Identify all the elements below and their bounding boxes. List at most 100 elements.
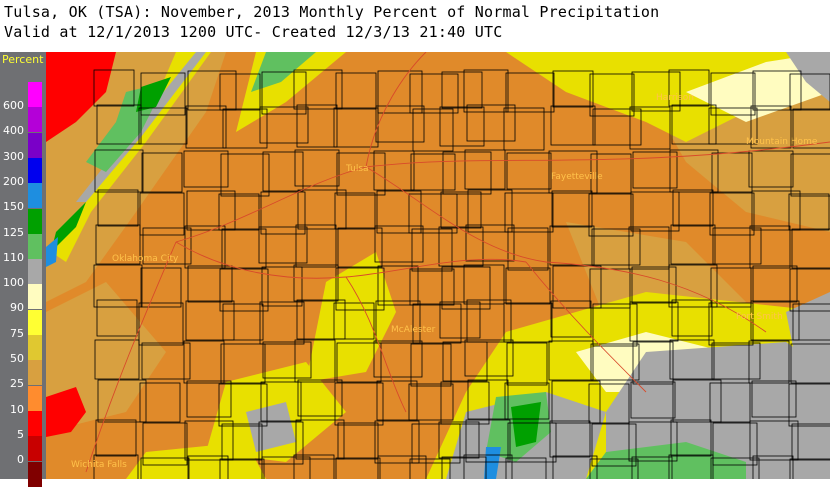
county-outline bbox=[750, 105, 792, 149]
county-outline bbox=[791, 228, 830, 269]
county-outline bbox=[438, 226, 484, 267]
legend-tick-label: 125 bbox=[3, 225, 24, 239]
field-lightyellow-northeast bbox=[686, 52, 830, 122]
county-outline bbox=[669, 149, 719, 193]
county-outline bbox=[187, 70, 237, 111]
county-outline bbox=[439, 106, 485, 147]
legend-swatch bbox=[28, 82, 42, 107]
county-outline bbox=[221, 228, 267, 269]
county-outline bbox=[748, 150, 794, 188]
legend-swatch bbox=[28, 183, 42, 209]
county-outline bbox=[441, 266, 491, 310]
county-outline bbox=[185, 105, 227, 149]
highway-line bbox=[365, 166, 767, 333]
county-outline bbox=[95, 419, 137, 457]
county-outline bbox=[671, 299, 713, 337]
legend-tick-label: 5 bbox=[17, 427, 24, 441]
county-outline bbox=[377, 455, 427, 479]
county-outline bbox=[138, 302, 184, 346]
county-outline bbox=[218, 193, 260, 231]
county-outline bbox=[788, 383, 830, 427]
county-outline bbox=[94, 149, 144, 193]
county-outline bbox=[465, 224, 515, 262]
county-outline bbox=[261, 71, 307, 115]
county-outline bbox=[548, 150, 598, 194]
legend-tick-label: 90 bbox=[10, 301, 24, 315]
county-outline bbox=[138, 107, 188, 145]
county-outline bbox=[293, 264, 339, 302]
legend-swatch bbox=[28, 335, 42, 360]
county-outline bbox=[548, 340, 594, 381]
county-outline bbox=[93, 69, 135, 107]
county-outline bbox=[293, 454, 335, 479]
county-outline bbox=[591, 423, 637, 467]
city-label: Wichita Falls bbox=[71, 460, 127, 470]
county-outline bbox=[505, 72, 555, 113]
county-outline bbox=[374, 420, 420, 464]
field-yellow-central bbox=[306, 252, 396, 382]
county-outline bbox=[504, 192, 554, 233]
county-outline bbox=[503, 302, 553, 343]
legend-tick-label: 100 bbox=[3, 276, 24, 290]
color-legend: Percent 600 400 300 200 150 125 110 100 90 75 50 25… bbox=[0, 52, 46, 487]
county-outline bbox=[589, 458, 639, 479]
county-outline bbox=[337, 422, 379, 460]
legend-swatch bbox=[28, 309, 42, 335]
field-green-streak bbox=[136, 77, 171, 112]
legend-title: Percent bbox=[2, 53, 44, 66]
county-outline bbox=[506, 152, 552, 190]
highway-lines bbox=[85, 52, 830, 473]
county-outline bbox=[334, 192, 376, 230]
county-outline bbox=[629, 301, 679, 342]
county-outline bbox=[258, 421, 304, 465]
county-outline bbox=[409, 73, 459, 114]
county-outline bbox=[184, 420, 234, 461]
county-outline bbox=[140, 72, 186, 116]
county-outline bbox=[628, 226, 670, 270]
field-blue-west bbox=[46, 237, 58, 267]
county-outline bbox=[628, 421, 678, 462]
county-outline bbox=[708, 107, 758, 145]
county-outline bbox=[376, 190, 422, 234]
county-outline bbox=[710, 72, 756, 116]
county-outline bbox=[336, 342, 382, 383]
county-outline bbox=[630, 381, 676, 419]
county-outline bbox=[503, 107, 545, 151]
legend-tick-label: 25 bbox=[10, 377, 24, 391]
county-outline bbox=[790, 153, 830, 197]
county-outline bbox=[374, 225, 424, 263]
county-outline bbox=[335, 72, 377, 110]
county-outline bbox=[752, 455, 794, 479]
county-outline bbox=[463, 454, 513, 479]
city-label: Harrison bbox=[656, 93, 694, 103]
county-outline bbox=[296, 104, 338, 148]
field-gray-northeast bbox=[786, 52, 830, 102]
county-outline bbox=[411, 423, 461, 464]
county-outline bbox=[297, 189, 347, 230]
county-outline bbox=[463, 264, 505, 305]
county-outline bbox=[218, 383, 268, 427]
county-outline bbox=[506, 342, 548, 386]
county-outline bbox=[792, 108, 830, 149]
county-outline bbox=[466, 104, 516, 142]
legend-swatch bbox=[28, 284, 42, 310]
county-outline bbox=[409, 268, 455, 306]
city-label: Oklahoma City bbox=[112, 254, 179, 264]
county-outline bbox=[670, 419, 712, 457]
county-outline bbox=[792, 303, 830, 341]
county-outline bbox=[96, 299, 138, 337]
county-outline bbox=[97, 379, 147, 423]
county-outline bbox=[752, 70, 802, 111]
county-outline bbox=[93, 454, 139, 479]
field-lightgreen-southeast bbox=[586, 442, 746, 479]
county-outline bbox=[140, 267, 182, 308]
field-gray-southcentral bbox=[246, 402, 296, 452]
legend-tick-label: 75 bbox=[10, 326, 24, 340]
field-green-west bbox=[51, 202, 86, 252]
field-tan-west bbox=[46, 52, 226, 302]
legend-swatch bbox=[28, 132, 42, 158]
field-green-south bbox=[511, 402, 541, 447]
county-outline bbox=[464, 149, 506, 190]
county-outline bbox=[297, 379, 343, 417]
county-outline bbox=[295, 224, 337, 268]
